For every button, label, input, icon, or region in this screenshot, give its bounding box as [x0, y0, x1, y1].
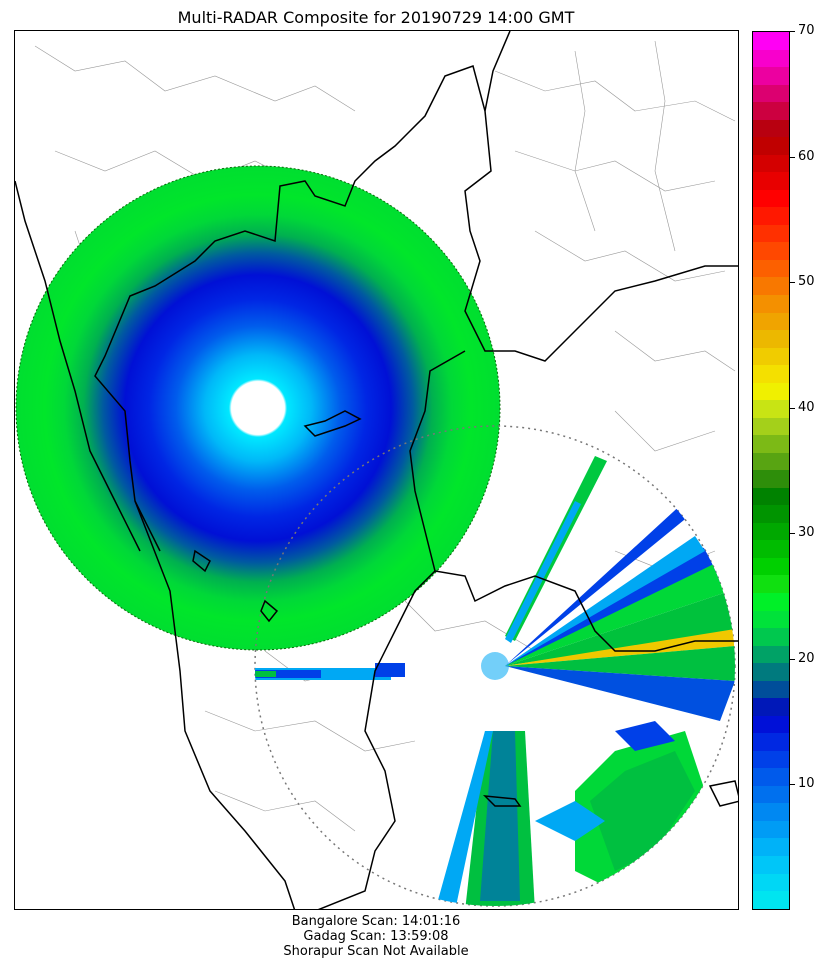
colorbar-segment: [753, 102, 789, 120]
gadag-scan-time: Gadag Scan: 13:59:08: [303, 929, 449, 944]
colorbar: [752, 31, 790, 910]
colorbar-segment: [753, 820, 789, 839]
colorbar-segment: [753, 84, 789, 103]
colorbar-segment: [753, 382, 789, 401]
colorbar-tick: [790, 282, 795, 284]
colorbar-segment: [753, 593, 789, 611]
colorbar-segment: [753, 715, 789, 734]
colorbar-segment: [753, 452, 789, 471]
colorbar-segment: [753, 575, 789, 593]
colorbar-tick: [790, 533, 795, 535]
colorbar-segment: [753, 154, 789, 173]
colorbar-tick: [790, 407, 795, 409]
colorbar-segment: [753, 347, 789, 366]
colorbar-segment: [753, 435, 789, 453]
colorbar-segment: [753, 645, 789, 664]
colorbar-segment: [753, 750, 789, 769]
colorbar-segment: [753, 49, 789, 68]
colorbar-tick-label: 10: [798, 776, 815, 792]
shorapur-scan-status: Shorapur Scan Not Available: [283, 944, 469, 959]
state-boundaries: [15, 31, 738, 909]
colorbar-segment: [753, 540, 789, 558]
colorbar-segment: [753, 417, 789, 436]
colorbar-tick: [790, 31, 795, 32]
colorbar-segment: [753, 330, 789, 348]
gadag-radar-coverage: [15, 165, 501, 651]
colorbar-tick-label: 40: [798, 399, 815, 415]
colorbar-segment: [753, 891, 789, 909]
colorbar-segment: [753, 557, 789, 576]
colorbar-segment: [753, 698, 789, 716]
colorbar-segment: [753, 312, 789, 331]
colorbar-segment: [753, 224, 789, 243]
colorbar-segment: [753, 680, 789, 699]
colorbar-segment: [753, 628, 789, 646]
colorbar-segment: [753, 277, 789, 295]
colorbar-segment: [753, 873, 789, 892]
colorbar-segment: [753, 400, 789, 418]
colorbar-segment: [753, 32, 789, 50]
colorbar-segment: [753, 785, 789, 804]
colorbar-tick-label: 70: [798, 23, 815, 38]
colorbar-segment: [753, 505, 789, 523]
colorbar-segment: [753, 294, 789, 313]
colorbar-segment: [753, 470, 789, 488]
bangalore-scan-time: Bangalore Scan: 14:01:16: [291, 914, 461, 929]
colorbar-segment: [753, 242, 789, 260]
colorbar-tick-label: 20: [798, 650, 815, 666]
bangalore-radar-echoes: [255, 456, 735, 906]
colorbar-segment: [753, 172, 789, 190]
colorbar-segment: [753, 663, 789, 681]
colorbar-segment: [753, 855, 789, 874]
colorbar-segment: [753, 768, 789, 786]
radar-map: [14, 30, 739, 910]
scan-info: Bangalore Scan: 14:01:16 Gadag Scan: 13:…: [14, 914, 738, 959]
colorbar-segment: [753, 487, 789, 506]
colorbar-segment: [753, 803, 789, 821]
colorbar-segment: [753, 838, 789, 856]
colorbar-segment: [753, 137, 789, 155]
chart-title: Multi-RADAR Composite for 20190729 14:00…: [177, 8, 575, 27]
colorbar-segment: [753, 610, 789, 629]
colorbar-segment: [753, 119, 789, 138]
colorbar-segment: [753, 733, 789, 751]
colorbar-segment: [753, 207, 789, 225]
colorbar-segment: [753, 522, 789, 541]
colorbar-tick-label: 60: [798, 148, 815, 164]
radar-map-canvas: [15, 31, 738, 909]
colorbar-segment: [753, 259, 789, 278]
colorbar-tick: [790, 784, 795, 786]
colorbar-segment: [753, 365, 789, 383]
colorbar-segment: [753, 67, 789, 85]
colorbar-segment: [753, 189, 789, 208]
colorbar-tick-label: 30: [798, 525, 815, 541]
colorbar-tick-label: 50: [798, 274, 815, 290]
colorbar-tick: [790, 658, 795, 660]
colorbar-tick: [790, 156, 795, 158]
